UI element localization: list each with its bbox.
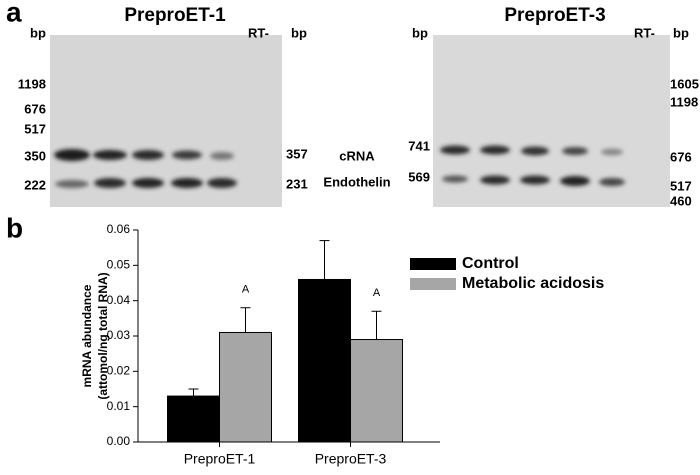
- gel-title: PreproET-1: [124, 5, 226, 26]
- marker: 741: [408, 138, 430, 153]
- marker: 350: [24, 148, 46, 163]
- gel-title: PreproET-3: [504, 5, 605, 26]
- marker: 1605: [670, 76, 699, 91]
- unit-label: bp: [412, 25, 428, 40]
- y-tick-label: 0.01: [107, 399, 131, 413]
- center-label: Endothelin: [323, 174, 390, 189]
- x-tick-label: PreproET-1: [184, 451, 256, 467]
- panel-label: b: [6, 212, 23, 243]
- marker: 676: [670, 149, 692, 164]
- y-tick-label: 0.06: [107, 222, 131, 236]
- legend-label: Metabolic acidosis: [462, 275, 604, 292]
- unit-label: bp: [673, 25, 689, 40]
- marker: 569: [408, 169, 430, 184]
- annotation: A: [373, 287, 381, 299]
- unit-label: bp: [291, 25, 307, 40]
- gel-bands: [440, 145, 625, 186]
- y-tick-label: 0.04: [107, 293, 131, 307]
- marker: 357: [286, 146, 308, 161]
- rt-label: RT-: [634, 25, 655, 40]
- rt-label: RT-: [248, 25, 269, 40]
- marker: 222: [24, 177, 46, 192]
- marker: 1198: [670, 94, 698, 109]
- marker: 231: [286, 176, 308, 191]
- bar: [350, 339, 403, 443]
- bar: [219, 331, 272, 443]
- y-axis-label: (attomol/ng total RNA): [96, 272, 110, 399]
- legend-swatch: [410, 278, 456, 290]
- bar: [167, 395, 220, 443]
- marker: 676: [24, 101, 46, 116]
- y-axis-label: mRNA abundance: [80, 284, 94, 387]
- legend-label: Control: [462, 255, 519, 272]
- marker: 517: [24, 121, 46, 136]
- x-tick-label: PreproET-3: [315, 451, 387, 467]
- bar: [298, 278, 351, 443]
- annotation: A: [242, 284, 250, 296]
- panel-label: a: [6, 0, 22, 27]
- marker: 517: [670, 178, 692, 193]
- legend-swatch: [410, 258, 456, 270]
- marker: 1198: [18, 76, 46, 91]
- y-tick-label: 0.05: [107, 258, 131, 272]
- gel-image: [433, 35, 670, 207]
- unit-label: bp: [30, 25, 46, 40]
- y-tick-label: 0.03: [107, 328, 131, 342]
- y-tick-label: 0.02: [107, 364, 131, 378]
- marker: 460: [670, 193, 692, 208]
- y-tick-label: 0.00: [107, 434, 131, 448]
- center-label: cRNA: [339, 148, 375, 163]
- gel-bands: [54, 149, 237, 188]
- gel-image: [50, 35, 282, 207]
